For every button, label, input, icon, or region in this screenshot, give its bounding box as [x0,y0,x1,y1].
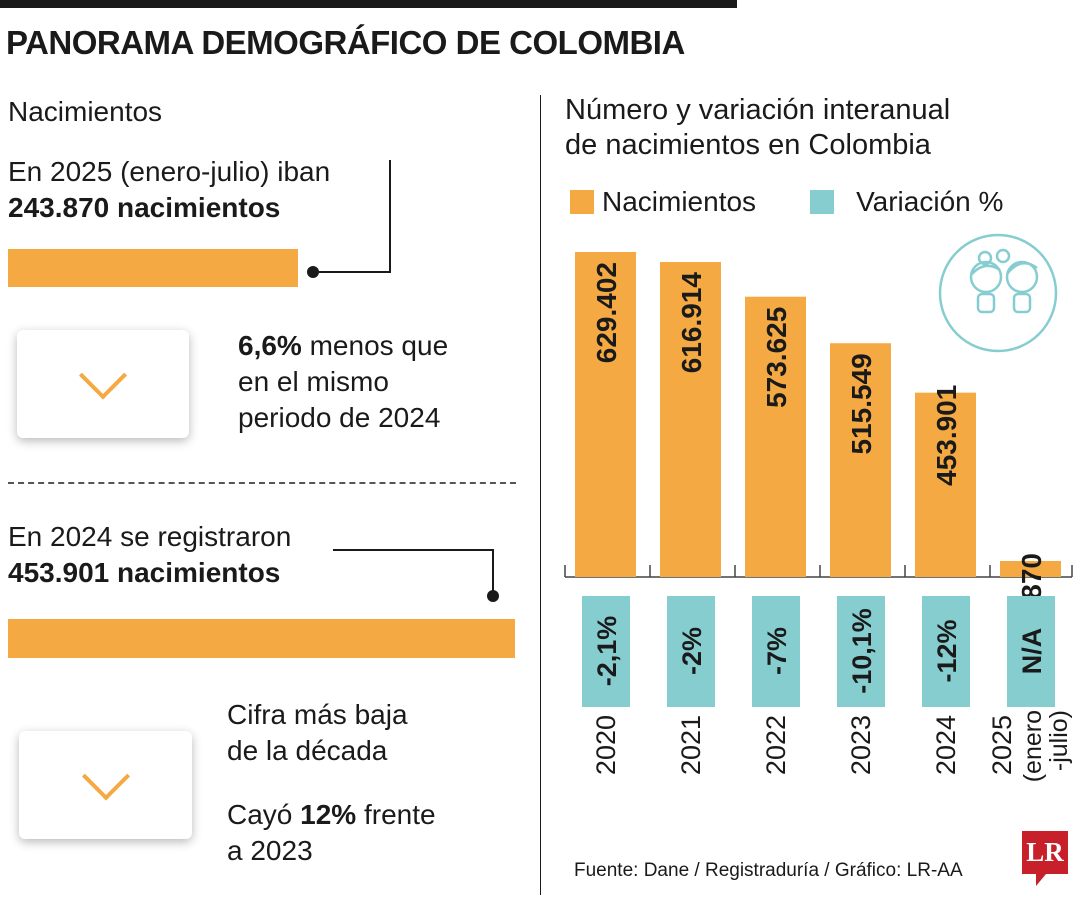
card2-line1: Cifra más baja [227,699,408,730]
card2-line2: de la década [227,735,388,766]
year-label-2023: 2023 [846,715,876,775]
legend-swatch-variacion [810,190,835,214]
year-sublabel-line: -julio) [1045,710,1073,771]
card1-rest: menos que [301,330,449,361]
card1-line3: periodo de 2024 [238,402,441,433]
legend: Nacimientos Variación % [570,186,1003,218]
legend-label-nacimientos: Nacimientos [602,186,757,217]
block1-line2: 243.870 nacimientos [8,192,281,223]
card2-line3c: frente [356,799,436,830]
dashed-divider [8,482,516,484]
chart-title-line2: de nacimientos en Colombia [565,129,931,161]
connector [389,160,391,273]
block1-text: En 2025 (enero-julio) iban 243.870 nacim… [8,154,330,226]
block2-bar [8,619,515,658]
value-label-2020: 629.402 [591,262,622,363]
year-label-2025: 2025 [987,715,1017,775]
variation-box-2021 [667,596,715,707]
variation-label-2025: N/A [1017,628,1047,675]
column-divider [540,95,541,895]
year-sublabel-line: (enero [1019,710,1047,782]
bar-2025 [1000,561,1061,577]
connector-dot [487,590,499,602]
card2-line3a: Cayó [227,799,301,830]
card1-line2: en el mismo [238,366,389,397]
variation-label-2023: -10,1% [847,608,877,694]
card-down-12 [19,731,192,839]
card2-text: Cifra más baja de la década Cayó 12% fre… [227,697,436,869]
variation-label-2020: -2,1% [592,616,622,687]
bar-2020 [575,252,636,577]
chart-title: Número y variación interanual de nacimie… [565,93,950,163]
source-note: Fuente: Dane / Registraduría / Gráfico: … [574,860,963,881]
bar-2023 [830,343,891,577]
value-label-2024: 453.901 [931,385,962,486]
variation-label-2022: -7% [762,627,792,675]
variation-box-2020 [582,596,630,707]
bar-2024 [915,392,976,577]
variation-box-2025 [1007,596,1055,707]
block1-bar [8,249,298,287]
card1-bold: 6,6% [238,330,302,361]
page-title: PANORAMA DEMOGRÁFICO DE COLOMBIA [6,24,685,61]
lr-logo: LR [1022,831,1068,886]
block2-line2: 453.901 nacimientos [8,557,281,588]
variation-label-2021: -2% [677,627,707,675]
card2-line4: a 2023 [227,835,313,866]
connector [312,271,390,273]
card1-text: 6,6% menos que en el mismo periodo de 20… [238,328,448,436]
variation-box-2022 [752,596,800,707]
block2-text: En 2024 se registraron 453.901 nacimient… [8,519,291,591]
year-label-2022: 2022 [761,715,791,775]
value-label-2021: 616.914 [676,272,707,374]
block2-line1: En 2024 se registraron [8,521,292,552]
legend-label-variacion: Variación % [856,186,1004,217]
bar-2021 [660,262,721,577]
top-rule [0,0,737,8]
value-label-2023: 515.549 [846,353,877,454]
variation-label-2024: -12% [932,619,962,682]
block1-line1: En 2025 (enero-julio) iban [8,156,331,187]
year-label-2020: 2020 [591,715,621,775]
section-heading: Nacimientos [8,96,163,127]
value-label-2022: 573.625 [761,307,792,408]
connector [492,549,494,595]
chart-title-line1: Número y variación interanual [565,94,951,126]
card2-line3b: 12% [300,799,357,830]
children-icon [938,233,1058,353]
card-down-6-6 [17,330,189,438]
year-label-2024: 2024 [931,715,961,775]
variation-box-2023 [837,596,885,707]
year-label-2021: 2021 [676,715,706,775]
legend-swatch-nacimientos [570,190,594,214]
bar-2022 [745,296,806,577]
connector-dot [307,266,319,278]
variation-box-2024 [922,596,970,707]
connector [333,549,494,551]
